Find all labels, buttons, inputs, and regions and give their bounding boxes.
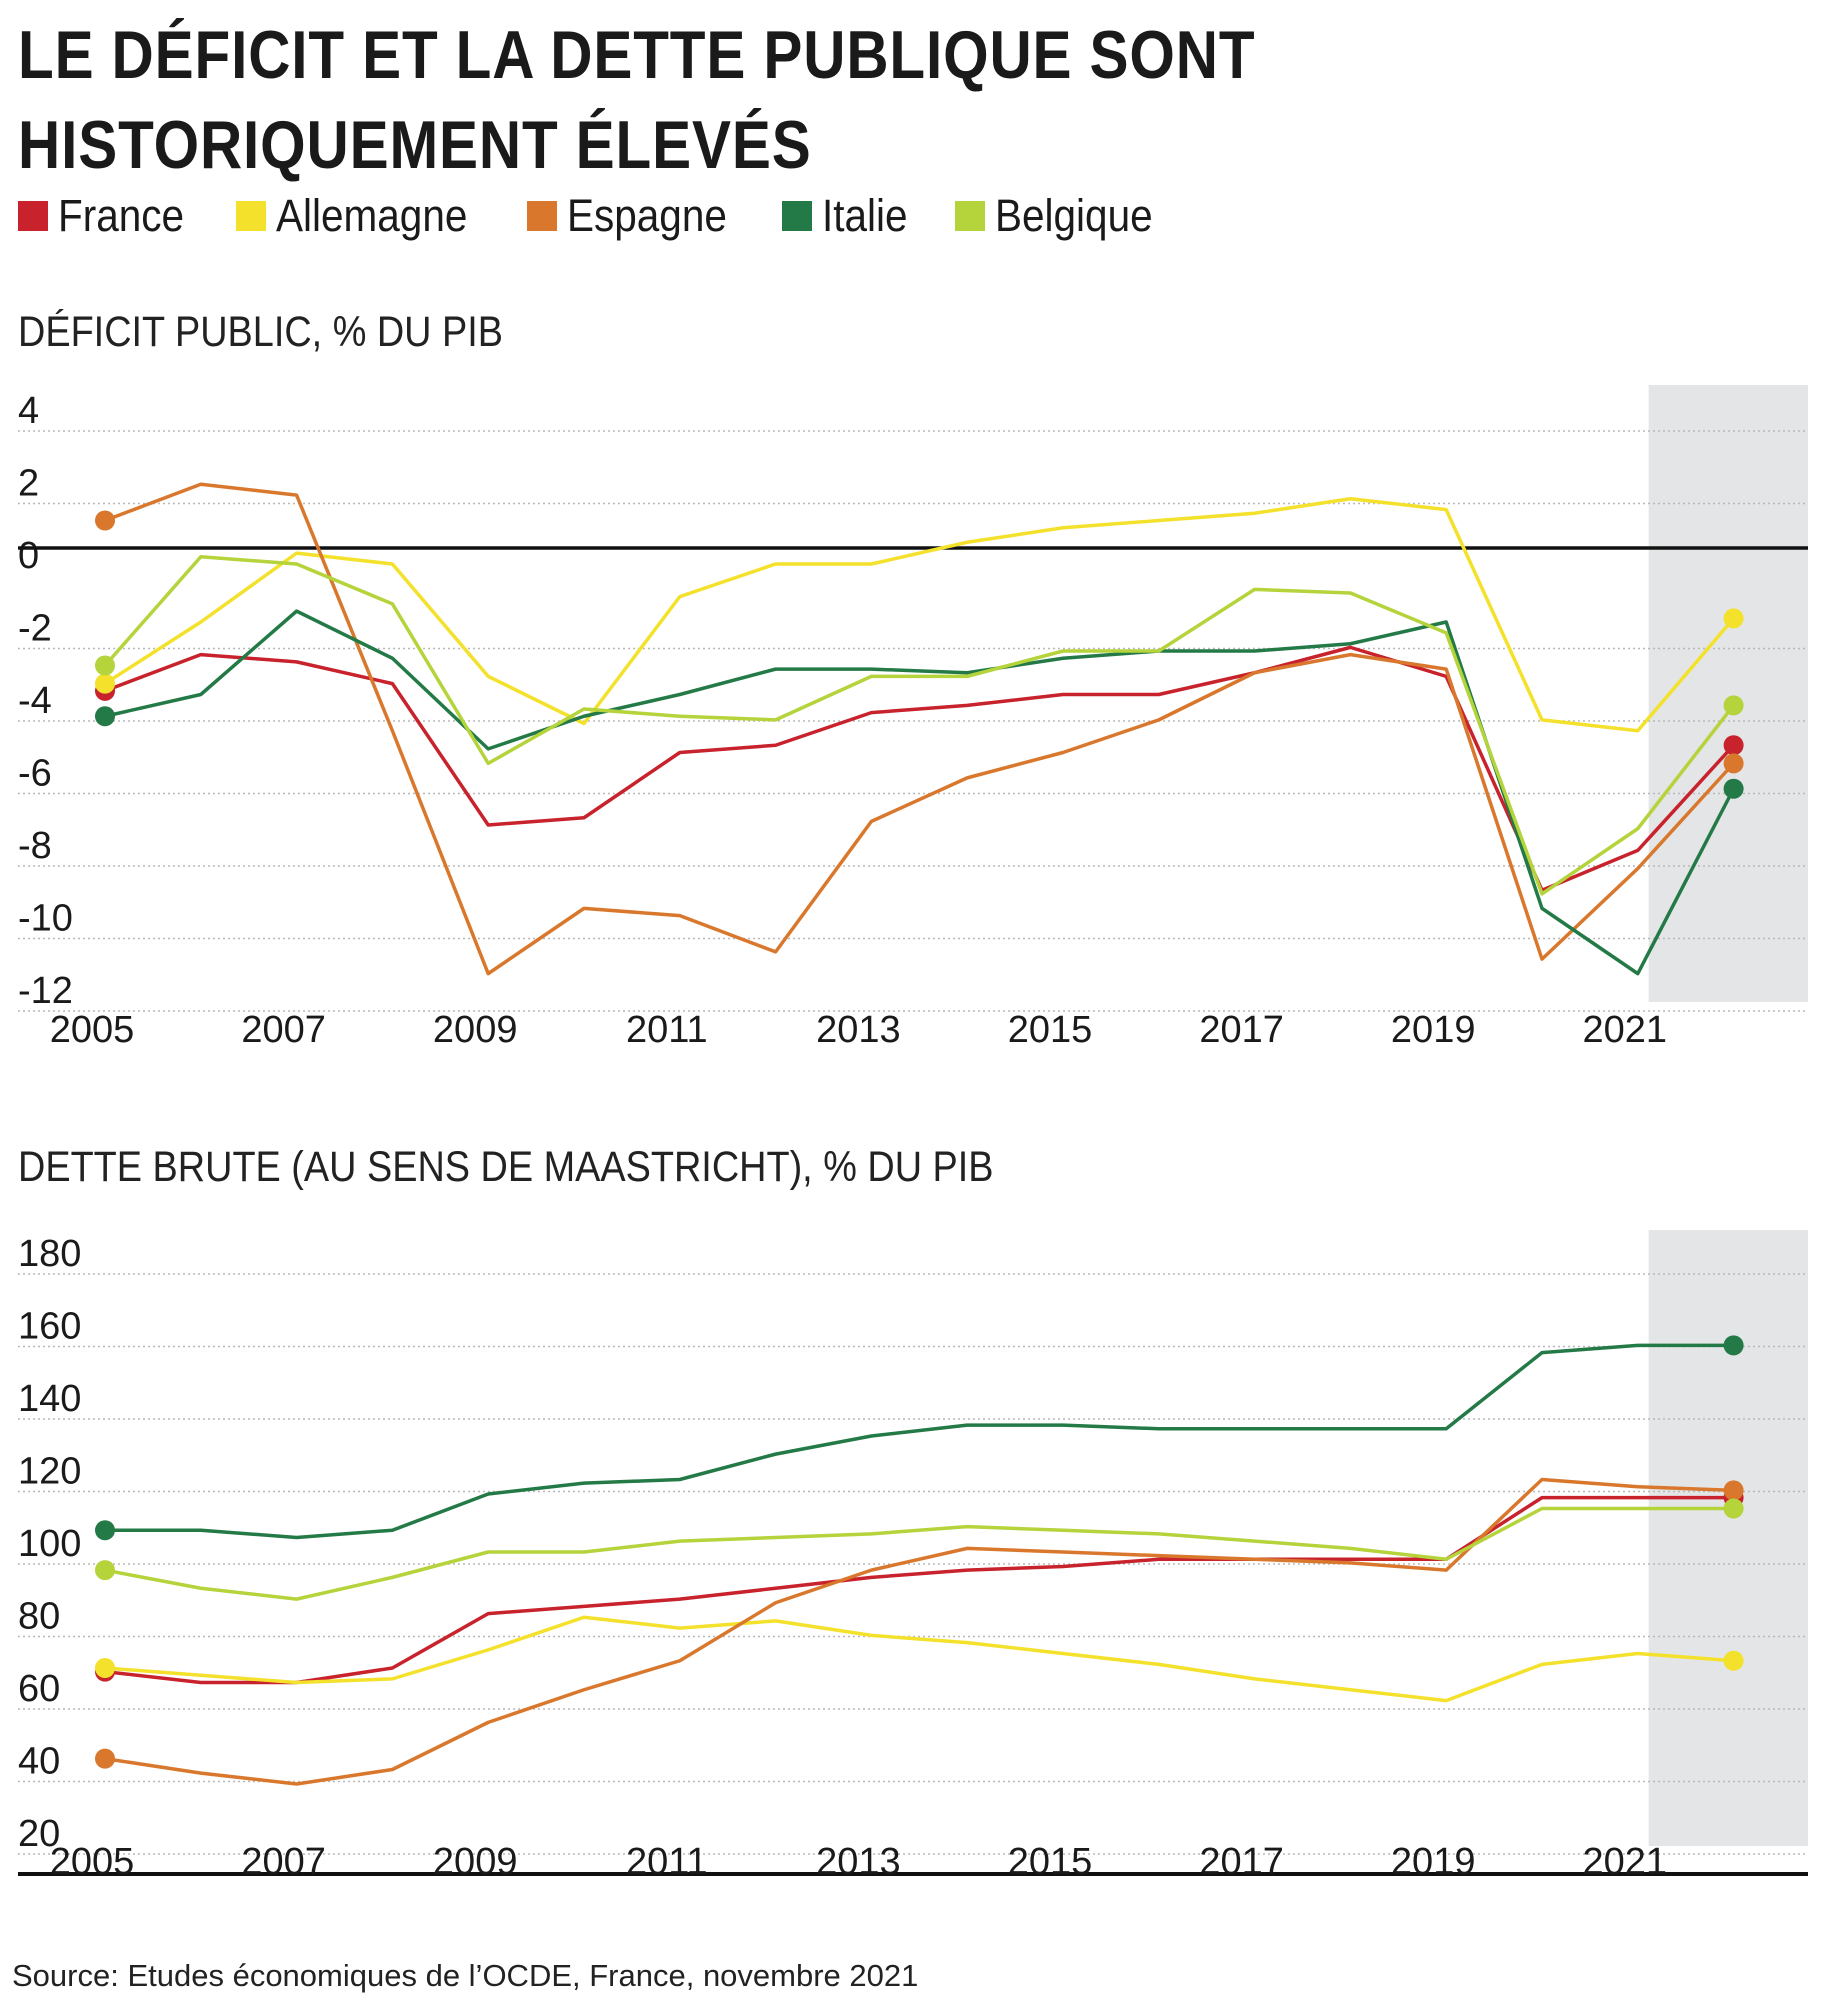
deficit-line-allemagne bbox=[104, 497, 1735, 733]
deficit-y-tick-label: 2 bbox=[18, 463, 39, 505]
debt-x-tick-label: 2017 bbox=[1199, 1841, 1284, 1883]
debt-y-tick-label: 20 bbox=[18, 1813, 60, 1855]
debt-x-tick-label: 2005 bbox=[50, 1841, 135, 1883]
debt-x-tick-label: 2009 bbox=[433, 1841, 518, 1883]
deficit-chart-title: DÉFICIT PUBLIC, % DU PIB bbox=[18, 308, 504, 356]
deficit-y-tick-label: -2 bbox=[18, 608, 52, 650]
legend: France Allemagne Espagne Italie Belgique bbox=[18, 186, 1209, 246]
debt-end-point-allemagne bbox=[1723, 1650, 1744, 1671]
deficit-x-tick-label: 2009 bbox=[433, 1009, 518, 1051]
legend-label-belgique: Belgique bbox=[995, 190, 1154, 241]
legend-item-italie: Italie bbox=[782, 190, 917, 242]
deficit-start-point-belgique bbox=[95, 655, 115, 676]
deficit-start-point-italie bbox=[95, 706, 115, 727]
deficit-x-tick-label: 2005 bbox=[50, 1009, 135, 1051]
legend-swatch-belgique bbox=[955, 201, 986, 231]
deficit-y-tick-label: -8 bbox=[18, 825, 52, 867]
legend-item-france: France bbox=[18, 190, 198, 242]
deficit-end-point-italie bbox=[1723, 778, 1744, 799]
legend-label-italie: Italie bbox=[822, 190, 908, 241]
deficit-y-tick-label: -6 bbox=[18, 753, 52, 795]
legend-swatch-italie bbox=[782, 201, 813, 231]
deficit-x-tick-label: 2017 bbox=[1199, 1009, 1284, 1051]
debt-chart-title: DETTE BRUTE (AU SENS DE MAASTRICHT), % D… bbox=[18, 1143, 994, 1191]
deficit-x-tick-label: 2011 bbox=[626, 1009, 708, 1051]
legend-item-belgique: Belgique bbox=[955, 190, 1170, 242]
deficit-y-tick-label: 0 bbox=[18, 535, 39, 577]
deficit-x-tick-label: 2013 bbox=[816, 1009, 901, 1051]
debt-y-tick-label: 180 bbox=[18, 1233, 81, 1275]
deficit-y-tick-label: 4 bbox=[18, 390, 39, 432]
debt-start-point-belgique bbox=[95, 1560, 115, 1581]
deficit-end-point-espagne bbox=[1723, 753, 1744, 774]
debt-x-tick-label: 2021 bbox=[1583, 1841, 1668, 1883]
debt-end-point-belgique bbox=[1723, 1498, 1744, 1519]
source-note: Source: Etudes économiques de l’OCDE, Fr… bbox=[12, 1958, 919, 1993]
debt-y-tick-label: 80 bbox=[18, 1596, 60, 1638]
deficit-x-tick-label: 2007 bbox=[241, 1009, 326, 1051]
debt-start-point-allemagne bbox=[95, 1658, 115, 1678]
legend-swatch-allemagne bbox=[236, 201, 267, 231]
deficit-line-belgique bbox=[103, 555, 1735, 896]
debt-y-tick-label: 140 bbox=[18, 1378, 81, 1420]
debt-start-point-espagne bbox=[95, 1748, 115, 1769]
chart-title: LE DÉFICIT ET LA DETTE PUBLIQUE SONT HIS… bbox=[18, 17, 1256, 183]
debt-y-tick-label: 100 bbox=[18, 1523, 81, 1565]
debt-line-allemagne bbox=[104, 1615, 1734, 1703]
deficit-line-france bbox=[104, 645, 1735, 892]
legend-item-espagne: Espagne bbox=[526, 190, 745, 242]
debt-x-tick-label: 2015 bbox=[1008, 1841, 1093, 1883]
debt-line-italie bbox=[105, 1343, 1734, 1540]
debt-y-tick-label: 40 bbox=[18, 1741, 60, 1783]
legend-label-france: France bbox=[58, 190, 185, 241]
deficit-x-tick-label: 2015 bbox=[1008, 1009, 1093, 1051]
legend-item-allemagne: Allemagne bbox=[236, 190, 489, 242]
debt-line-belgique bbox=[104, 1506, 1734, 1601]
debt-forecast-shade bbox=[1648, 1230, 1808, 1846]
debt-start-point-italie bbox=[95, 1520, 115, 1541]
deficit-end-point-belgique bbox=[1723, 695, 1744, 716]
debt-end-point-italie bbox=[1723, 1335, 1744, 1356]
debt-line-france bbox=[104, 1495, 1734, 1685]
debt-x-tick-label: 2011 bbox=[626, 1841, 708, 1883]
legend-swatch-france bbox=[18, 201, 48, 231]
deficit-y-tick-label: -10 bbox=[18, 898, 73, 940]
debt-line-espagne bbox=[104, 1477, 1734, 1786]
legend-swatch-espagne bbox=[526, 201, 557, 231]
deficit-end-point-france bbox=[1723, 735, 1744, 756]
deficit-x-tick-label: 2021 bbox=[1583, 1009, 1668, 1051]
debt-x-tick-label: 2019 bbox=[1391, 1841, 1476, 1883]
deficit-y-tick-label: -12 bbox=[18, 970, 73, 1012]
deficit-line-espagne bbox=[104, 482, 1735, 976]
deficit-line-italie bbox=[104, 609, 1736, 976]
deficit-y-tick-label: -4 bbox=[18, 680, 52, 722]
debt-x-tick-label: 2013 bbox=[816, 1841, 901, 1883]
debt-x-tick-label: 2007 bbox=[241, 1841, 326, 1883]
legend-label-espagne: Espagne bbox=[566, 190, 727, 241]
deficit-x-tick-label: 2019 bbox=[1391, 1009, 1476, 1051]
deficit-start-point-espagne bbox=[95, 510, 115, 531]
debt-y-tick-label: 60 bbox=[18, 1668, 60, 1710]
deficit-end-point-allemagne bbox=[1723, 608, 1744, 629]
debt-end-point-espagne bbox=[1723, 1480, 1744, 1501]
deficit-start-point-allemagne bbox=[95, 673, 115, 694]
debt-y-tick-label: 160 bbox=[18, 1306, 81, 1348]
debt-y-tick-label: 120 bbox=[18, 1451, 81, 1493]
legend-label-allemagne: Allemagne bbox=[276, 190, 468, 241]
